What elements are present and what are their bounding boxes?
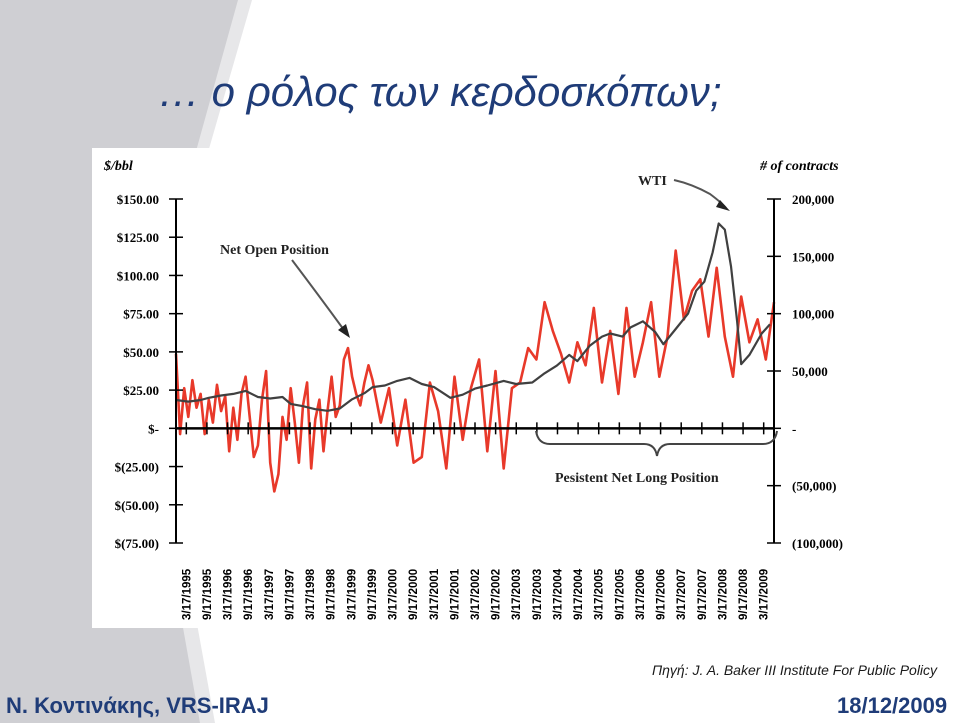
x-axis-tick-label: 3/17/2008 <box>717 568 729 620</box>
left-axis-tick-label: $(25.00) <box>115 460 159 475</box>
x-axis-tick-label: 9/17/1998 <box>326 568 338 620</box>
right-axis-tick-label: (50,000) <box>792 479 836 494</box>
x-axis-tick-label: 3/17/2009 <box>759 569 771 620</box>
x-axis-tick-label: 9/17/2008 <box>738 568 750 620</box>
x-axis-tick-label: 9/17/1996 <box>243 569 255 620</box>
annotation-net-open-arrowhead <box>338 324 350 338</box>
author-footer: N. Κοντινάκης, VRS-IRAJ <box>6 693 269 718</box>
chart-axes <box>169 198 781 544</box>
right-axis-tick-label: 100,000 <box>792 307 834 322</box>
x-axis-tick-label: 3/17/2002 <box>470 569 482 620</box>
x-axis-tick-label: 9/17/2003 <box>532 569 544 620</box>
x-axis-tick-label: 3/17/2004 <box>552 568 564 620</box>
left-axis-tick-label: $(50.00) <box>115 498 159 513</box>
series-line-net-open-position <box>174 249 776 493</box>
x-axis-tick-label: 3/17/2006 <box>635 569 647 620</box>
right-axis-tick-label: 150,000 <box>792 249 834 264</box>
annotation-wti-arrowhead <box>716 200 730 211</box>
left-axis-unit-label: $/bbl <box>103 159 133 174</box>
left-axis-tick-label: $50.00 <box>123 345 159 360</box>
right-axis-tick-label: (100,000) <box>792 536 843 551</box>
x-axis-tick-label: 9/17/1995 <box>202 568 214 620</box>
chart-annotations: WTI Net Open Position Pesistent Net Long P… <box>220 174 778 486</box>
x-axis-tick-label: 9/17/1997 <box>284 569 296 620</box>
x-axis-tick-label: 9/17/2005 <box>614 568 626 620</box>
left-axis-tick-label: $125.00 <box>117 230 159 245</box>
date-footer: 18/12/2009 <box>837 693 948 718</box>
left-axis-tick-label: $75.00 <box>123 307 159 322</box>
x-axis-tick-label: 9/17/2004 <box>573 568 585 620</box>
left-axis-tick-label: $(75.00) <box>115 536 159 551</box>
x-axis-tick-label: 3/17/2001 <box>429 568 441 620</box>
x-axis-tick-label: 9/17/2006 <box>656 569 668 620</box>
right-axis-unit-label: # of contracts <box>759 159 839 174</box>
x-axis-tick-label: 3/17/1995 <box>181 568 193 620</box>
right-axis-tick-label: - <box>792 421 796 436</box>
x-axis-tick-label: 9/17/2001 <box>449 568 461 620</box>
x-axis-tick-label: 9/17/2000 <box>408 569 420 620</box>
x-axis-tick-label: 3/17/2007 <box>676 569 688 620</box>
left-axis-tick-label: $150.00 <box>117 192 159 207</box>
x-axis-tick-label: 3/17/2005 <box>594 568 606 620</box>
x-axis-tick-label: 9/17/1999 <box>367 569 379 620</box>
series-lines <box>174 222 776 493</box>
annotation-long-position-brace <box>535 430 778 457</box>
slide-title: … ο ρόλος των κερδοσκόπων; <box>158 68 722 115</box>
x-axis-tick-label: 9/17/2007 <box>697 569 709 620</box>
annotation-net-open-arrow <box>291 259 345 331</box>
left-axis-tick-label: $100.00 <box>117 268 159 283</box>
left-axis-tick-label: $- <box>148 421 159 436</box>
series-line-wti <box>175 222 771 412</box>
x-axis-tick-label: 3/17/1999 <box>346 569 358 620</box>
right-axis-tick-label: 200,000 <box>792 192 834 207</box>
oil-price-vs-net-position-chart: $150.00 $125.00 $100.00 $75.00 $50.00 $25.00 $… <box>103 159 843 620</box>
x-axis-tick-label: 9/17/2002 <box>491 569 503 620</box>
x-axis-tick-label: 3/17/2003 <box>511 569 523 620</box>
x-axis-tick-label: 3/17/1996 <box>223 569 235 620</box>
annotation-long-position-label: Pesistent Net Long Position <box>555 471 719 486</box>
annotation-net-open-label: Net Open Position <box>220 243 329 258</box>
x-axis-tick-label: 3/17/1997 <box>264 569 276 620</box>
chart-figure: $150.00 $125.00 $100.00 $75.00 $50.00 $25.00 $… <box>92 148 881 628</box>
x-axis-tick-label: 3/17/2000 <box>388 569 400 620</box>
chart-labels: $150.00 $125.00 $100.00 $75.00 $50.00 $25.00 $… <box>103 159 843 620</box>
left-axis-tick-label: $25.00 <box>123 383 159 398</box>
right-axis-tick-label: 50,000 <box>792 364 828 379</box>
annotation-wti-label: WTI <box>638 174 667 189</box>
x-axis-tick-label: 3/17/1998 <box>305 568 317 620</box>
source-note: Πηγή: J. A. Baker III Institute For Publ… <box>652 662 938 678</box>
